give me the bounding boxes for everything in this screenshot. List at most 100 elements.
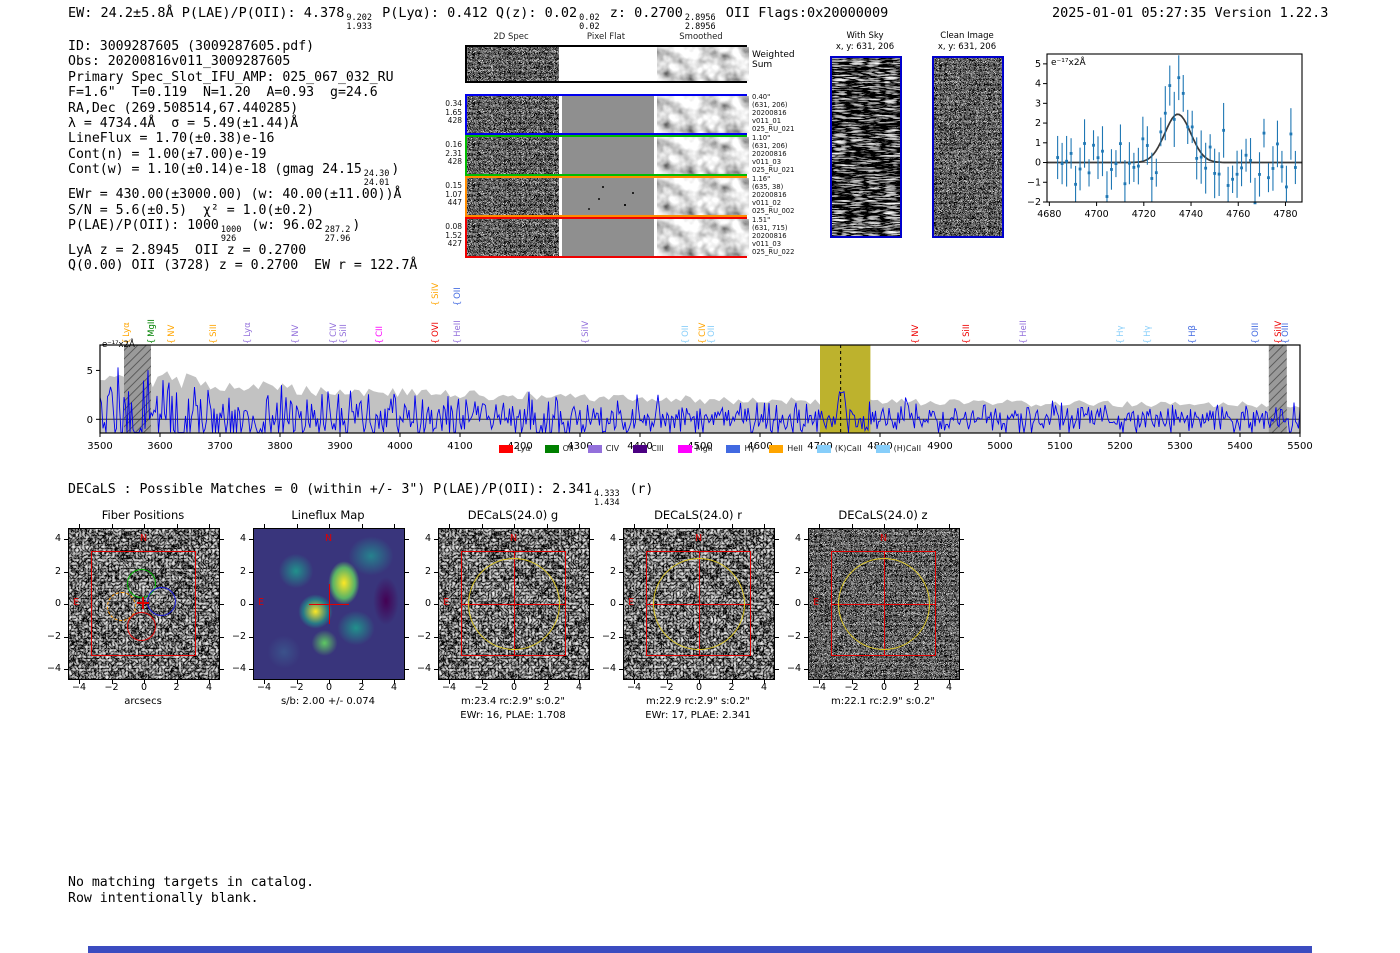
axis-tick <box>804 669 808 670</box>
info-line: RA,Dec (269.508514,67.440285) <box>68 101 417 116</box>
axis-tick <box>405 571 409 573</box>
sup-sub-value: 4.333 1.434 <box>594 489 620 508</box>
row-right-meta: 0.40" (631, 206) 20200816 v011_01 025_RU_021 <box>752 93 795 133</box>
axis-tick <box>394 680 395 684</box>
text-segment: EWr = 430.00(±3000.00) (w: 40.00(±11.00)… <box>68 187 402 203</box>
axis-tick <box>434 571 438 573</box>
cutout-image <box>254 529 404 679</box>
sup-sub-value: 0.02 0.02 <box>579 13 600 32</box>
axis-tick <box>804 571 808 573</box>
axis-tick <box>916 680 918 684</box>
text-segment: LineFlux = 1.70(±0.38)e-16 <box>68 131 275 147</box>
text-segment: DECaLS : Possible Matches = 0 (within +/… <box>68 482 593 497</box>
row-2dspec-image <box>467 96 559 133</box>
y-tick-label: 4 <box>54 533 61 544</box>
axis-tick <box>249 636 253 638</box>
row-right-meta: 1.10" (631, 206) 20200816 v011_03 025_RU_021 <box>752 134 795 174</box>
legend-swatch <box>498 444 513 453</box>
legend-item: MgII <box>677 444 712 453</box>
cutout-caption-2: EWr: 16, PLAE: 1.708 <box>460 710 566 721</box>
text-segment: λ = 4734.4Å σ = 5.49(±1.44)Å <box>68 116 299 132</box>
x-tick-label: 4 <box>205 682 213 693</box>
legend-label: OII <box>562 444 574 453</box>
y-tick-label: 4 <box>609 533 616 544</box>
row-right-meta: 1.51" (631, 715) 20200816 v011_03 025_RU_022 <box>752 216 795 256</box>
axis-tick <box>64 571 68 573</box>
legend-swatch <box>769 444 784 453</box>
axis-tick <box>264 524 265 528</box>
svg-text:4600: 4600 <box>747 441 772 452</box>
text-segment: Cont(w) = 1.10(±0.14)e-18 (gmag 24.15 <box>68 162 362 178</box>
svg-text:3900: 3900 <box>327 441 352 452</box>
axis-tick <box>699 524 700 528</box>
svg-text:5: 5 <box>87 366 93 377</box>
center-marker <box>137 602 149 604</box>
cutout-caption-1: m:22.9 rc:2.9" s:0.2" <box>645 696 751 707</box>
svg-text:4200: 4200 <box>507 441 532 452</box>
axis-tick <box>634 524 635 528</box>
header-summary-line: EW: 24.2±5.8Å P(LAE)/P(OII): 4.378 9.202 1… <box>68 5 888 31</box>
axis-tick <box>449 680 450 684</box>
svg-text:4: 4 <box>1035 79 1041 90</box>
text-segment: P(LAE)/P(OII): 1000 <box>68 218 219 234</box>
y-tick-label: 0 <box>609 598 616 609</box>
axis-tick <box>590 604 594 605</box>
sup-sub-value: 9.202 1.933 <box>346 13 372 32</box>
x-tick-label: −4 <box>441 682 456 693</box>
y-tick-label: 2 <box>239 565 246 577</box>
clean-image-title: Clean Image <box>940 31 994 41</box>
row-2dspec-image <box>467 137 559 174</box>
svg-text:2: 2 <box>1035 118 1041 129</box>
text-segment: Q(0.00) OII (3728) z = 0.2700 EW r = 122… <box>68 258 418 274</box>
axis-tick <box>481 680 483 684</box>
cutout-frame: 4 −4 2 −2 0 0 −2 2 −4 4 N E <box>47 524 224 693</box>
legend-label: CIV <box>605 444 620 453</box>
row-smoothed-image <box>657 219 749 256</box>
info-line: P(LAE)/P(OII): 1000 1000 926 (w: 96.02 287.… <box>68 218 417 243</box>
text-segment: Obs: 20200816v011_3009287605 <box>68 54 291 70</box>
y-tick-label: 2 <box>54 565 61 577</box>
y-tick-label: −2 <box>786 630 801 642</box>
svg-text:4900: 4900 <box>927 441 952 452</box>
compass-north: N <box>880 533 888 544</box>
cutout-caption-1: m:23.4 rc:2.9" s:0.2" <box>460 696 566 707</box>
legend-item: CIII <box>633 444 664 453</box>
axis-tick <box>296 524 298 528</box>
x-tick-label: −2 <box>474 682 489 693</box>
y-tick-label: −4 <box>416 663 431 674</box>
cutout-caption-1: arcsecs <box>124 696 162 707</box>
legend-swatch <box>816 444 831 453</box>
x-tick-label: 4 <box>390 682 398 693</box>
axis-tick <box>405 669 409 670</box>
compass-north: N <box>510 533 518 544</box>
axis-tick <box>514 524 515 528</box>
text-segment: EW: 24.2±5.8Å P(LAE)/P(OII): 4.378 <box>68 5 345 21</box>
svg-text:3500: 3500 <box>87 441 112 452</box>
legend-label: HeII <box>787 444 803 453</box>
spec2d-col-header-2dspec: 2D Spec <box>493 32 529 42</box>
emission-line-label: { SiIV <box>430 282 441 306</box>
cutout-title: Lineflux Map <box>291 508 365 522</box>
axis-tick <box>296 680 298 684</box>
axis-tick <box>851 524 853 528</box>
with-sky-coords: x, y: 631, 206 <box>835 41 895 52</box>
cutout-title: DECaLS(24.0) z <box>838 508 928 522</box>
extraction-box <box>91 551 196 656</box>
text-segment: LyA z = 2.8945 OII z = 0.2700 <box>68 243 307 259</box>
axis-tick <box>619 571 623 573</box>
x-tick-label: −4 <box>626 682 641 693</box>
legend-label: CIII <box>651 444 664 453</box>
info-line: Primary Spec_Slot_IFU_AMP: 025_067_032_R… <box>68 70 417 85</box>
axis-tick <box>819 680 820 684</box>
axis-tick <box>111 524 113 528</box>
svg-text:−1: −1 <box>1027 177 1041 188</box>
svg-text:5300: 5300 <box>1167 441 1192 452</box>
compass-east: E <box>73 597 80 608</box>
axis-tick <box>819 524 820 528</box>
legend-item: OII <box>544 444 574 453</box>
svg-text:3800: 3800 <box>267 441 292 452</box>
axis-tick <box>764 524 765 528</box>
y-tick-label: 0 <box>424 598 431 609</box>
x-tick-label: 2 <box>728 682 735 693</box>
compass-east: E <box>258 597 265 608</box>
